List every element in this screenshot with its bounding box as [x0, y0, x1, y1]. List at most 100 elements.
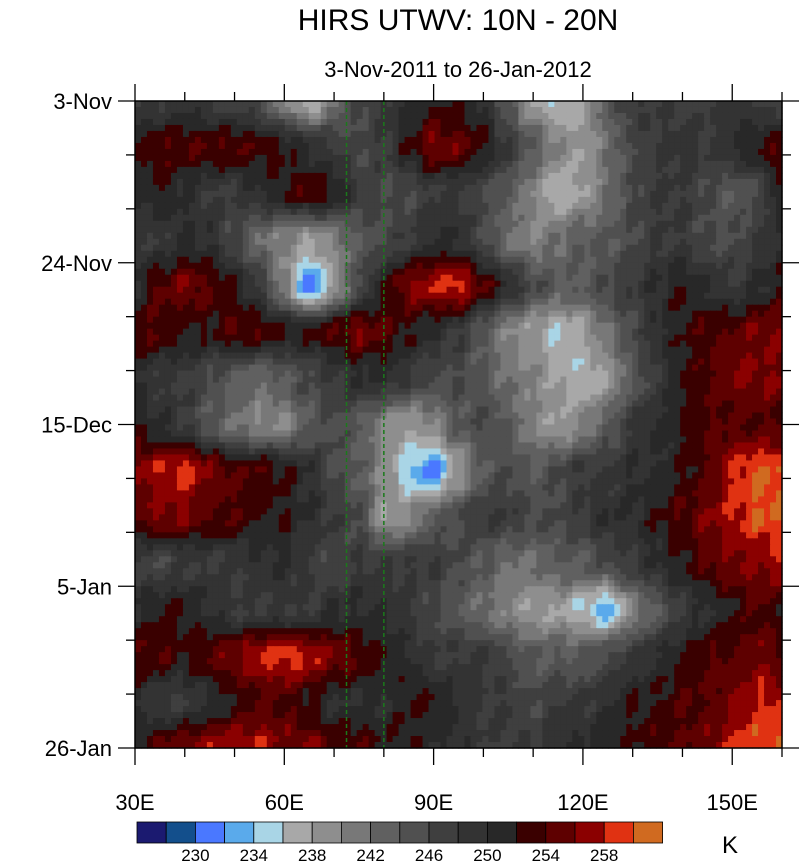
contour-cell [716, 364, 723, 372]
contour-cell [410, 316, 418, 324]
contour-cell [224, 106, 232, 114]
contour-cell [368, 202, 376, 210]
contour-cell [464, 196, 472, 204]
contour-cell [260, 256, 268, 264]
contour-cell [350, 190, 358, 198]
contour-cell [338, 160, 346, 168]
contour-cell [446, 202, 454, 210]
contour-cell [494, 310, 502, 318]
contour-cell [758, 148, 765, 156]
contour-cell [560, 268, 567, 276]
contour-cell [704, 238, 711, 246]
contour-cell [704, 250, 711, 258]
contour-cell [656, 304, 663, 312]
contour-cell [398, 202, 406, 210]
contour-cell [152, 274, 160, 282]
contour-cell [434, 238, 442, 246]
contour-cell [135, 298, 142, 306]
contour-cell [135, 238, 142, 246]
contour-cell [554, 358, 561, 366]
contour-cell [656, 238, 663, 246]
contour-cell [135, 190, 142, 198]
contour-cell [296, 118, 304, 126]
contour-cell [356, 262, 364, 270]
contour-cell [332, 346, 340, 354]
contour-cell [530, 328, 537, 336]
contour-cell [554, 328, 561, 336]
contour-cell [218, 364, 226, 372]
contour-cell [674, 256, 681, 264]
contour-cell [722, 274, 729, 282]
contour-cell [560, 208, 567, 216]
contour-cell [194, 346, 202, 354]
contour-cell [602, 310, 609, 318]
contour-cell [320, 274, 328, 282]
contour-cell [512, 370, 520, 378]
contour-cell [626, 226, 633, 234]
contour-cell [740, 334, 747, 342]
contour-cell [740, 370, 747, 378]
contour-cell [308, 370, 316, 378]
contour-cell [170, 118, 178, 126]
contour-cell [386, 250, 394, 258]
contour-cell [650, 142, 657, 150]
contour-cell [338, 364, 346, 372]
contour-cell [728, 160, 735, 168]
contour-cell [620, 196, 627, 204]
contour-cell [302, 214, 310, 222]
contour-cell [422, 160, 430, 168]
contour-cell [272, 172, 280, 180]
contour-cell [476, 124, 484, 132]
contour-cell [458, 334, 466, 342]
contour-cell [710, 286, 717, 294]
contour-cell [152, 124, 160, 132]
contour-cell [146, 214, 154, 222]
contour-cell [200, 328, 208, 336]
contour-cell [158, 250, 166, 258]
contour-cell [422, 280, 430, 288]
contour-cell [638, 160, 645, 168]
contour-cell [308, 232, 316, 240]
contour-cell [266, 364, 274, 372]
contour-cell [410, 346, 418, 354]
contour-cell [530, 310, 537, 318]
contour-cell [188, 262, 196, 270]
contour-cell [572, 172, 579, 180]
contour-cell [698, 208, 705, 216]
contour-cell [224, 310, 232, 318]
contour-cell [536, 154, 543, 162]
contour-cell [446, 256, 454, 264]
contour-cell [236, 166, 244, 174]
contour-cell [776, 370, 783, 378]
contour-cell [758, 178, 765, 186]
contour-cell [284, 238, 292, 246]
contour-cell [716, 166, 723, 174]
contour-cell [320, 220, 328, 228]
contour-cell [518, 322, 525, 330]
contour-cell [674, 118, 681, 126]
contour-cell [416, 346, 424, 354]
contour-cell [608, 130, 615, 138]
contour-cell [368, 196, 376, 204]
contour-cell [524, 334, 531, 342]
contour-cell [452, 148, 460, 156]
contour-cell [602, 244, 609, 252]
contour-cell [428, 328, 436, 336]
contour-cell [476, 340, 484, 348]
contour-cell [314, 334, 322, 342]
contour-cell [644, 346, 651, 354]
contour-cell [218, 328, 226, 336]
contour-cell [140, 136, 148, 144]
contour-cell [476, 214, 484, 222]
contour-cell [596, 256, 603, 264]
contour-cell [698, 184, 705, 192]
contour-cell [362, 322, 370, 330]
contour-cell [440, 292, 448, 300]
contour-cell [326, 232, 334, 240]
contour-cell [476, 220, 484, 228]
contour-cell [272, 286, 280, 294]
contour-cell [746, 190, 753, 198]
contour-cell [248, 226, 256, 234]
contour-cell [536, 166, 543, 174]
contour-cell [428, 160, 436, 168]
